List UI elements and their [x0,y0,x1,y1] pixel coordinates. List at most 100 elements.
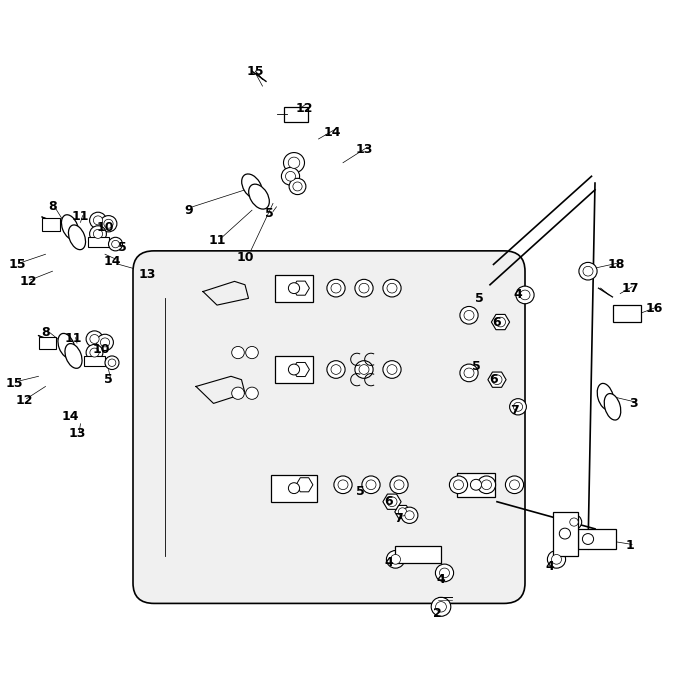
Circle shape [431,597,451,616]
Circle shape [559,528,570,539]
Circle shape [570,518,578,526]
Circle shape [510,399,526,415]
Text: 8: 8 [41,325,50,339]
Circle shape [366,480,376,490]
Circle shape [288,283,300,294]
Polygon shape [293,281,309,295]
Text: 11: 11 [209,234,225,247]
Bar [88,237,108,247]
Circle shape [582,534,594,544]
Circle shape [86,344,103,361]
Text: 17: 17 [622,281,638,295]
Text: 4: 4 [437,573,445,586]
Circle shape [359,365,369,374]
Circle shape [105,356,119,370]
Circle shape [327,361,345,378]
Bar [395,546,441,563]
Circle shape [470,479,482,490]
Bar [578,529,616,549]
Bar [42,218,60,231]
Circle shape [327,279,345,297]
Circle shape [100,338,110,347]
Bar [457,473,496,496]
Circle shape [579,262,597,280]
Ellipse shape [241,174,262,199]
Circle shape [90,212,106,228]
Circle shape [383,279,401,297]
Text: 6: 6 [493,315,501,329]
Text: 10: 10 [97,220,113,234]
Circle shape [362,476,380,494]
Ellipse shape [604,393,621,420]
Circle shape [246,346,258,359]
Circle shape [405,511,414,520]
Bar [84,356,105,366]
Circle shape [454,480,463,490]
Text: 5: 5 [104,373,113,386]
Polygon shape [491,315,510,330]
Circle shape [288,483,300,494]
Circle shape [86,331,103,347]
Text: 2: 2 [433,607,442,620]
Bar [553,512,578,556]
Polygon shape [488,372,506,387]
Circle shape [435,601,447,612]
Circle shape [334,476,352,494]
Text: 15: 15 [6,376,22,390]
Circle shape [449,476,468,494]
Text: 13: 13 [69,427,85,441]
Text: 8: 8 [48,200,57,214]
Circle shape [359,283,369,293]
Text: 10: 10 [92,342,111,356]
Circle shape [281,167,300,185]
Text: 14: 14 [323,125,342,139]
Circle shape [338,480,348,490]
Circle shape [505,476,524,494]
Circle shape [232,346,244,359]
Circle shape [93,229,103,239]
Circle shape [288,364,300,375]
Circle shape [108,237,122,251]
Text: 13: 13 [356,142,372,156]
Circle shape [477,476,496,494]
Text: 1: 1 [626,539,634,553]
Text: 11: 11 [64,332,83,346]
Text: 16: 16 [646,302,663,315]
Circle shape [492,375,502,384]
Text: 4: 4 [514,288,522,302]
Bar [284,107,308,122]
Circle shape [394,480,404,490]
Circle shape [510,480,519,490]
Circle shape [90,226,106,242]
Circle shape [112,241,119,247]
Polygon shape [395,505,410,519]
Bar [612,305,640,322]
Circle shape [547,551,566,568]
Text: 5: 5 [475,292,484,305]
Circle shape [513,402,523,412]
Circle shape [386,551,405,568]
Text: 5: 5 [472,359,480,373]
Ellipse shape [58,334,75,358]
Ellipse shape [597,383,614,410]
Circle shape [390,476,408,494]
Circle shape [387,365,397,374]
Circle shape [391,555,400,564]
Text: 12: 12 [16,393,34,407]
Text: 5: 5 [356,485,365,498]
Circle shape [583,266,593,276]
Circle shape [90,348,99,357]
Ellipse shape [62,215,78,239]
Circle shape [246,387,258,399]
Polygon shape [296,478,313,492]
Text: 12: 12 [20,275,36,288]
Ellipse shape [65,344,82,368]
Circle shape [460,364,478,382]
Circle shape [516,286,534,304]
Circle shape [435,564,454,582]
Ellipse shape [248,184,270,209]
Circle shape [460,306,478,324]
Bar [38,337,56,349]
Circle shape [331,365,341,374]
Text: 10: 10 [236,251,253,264]
